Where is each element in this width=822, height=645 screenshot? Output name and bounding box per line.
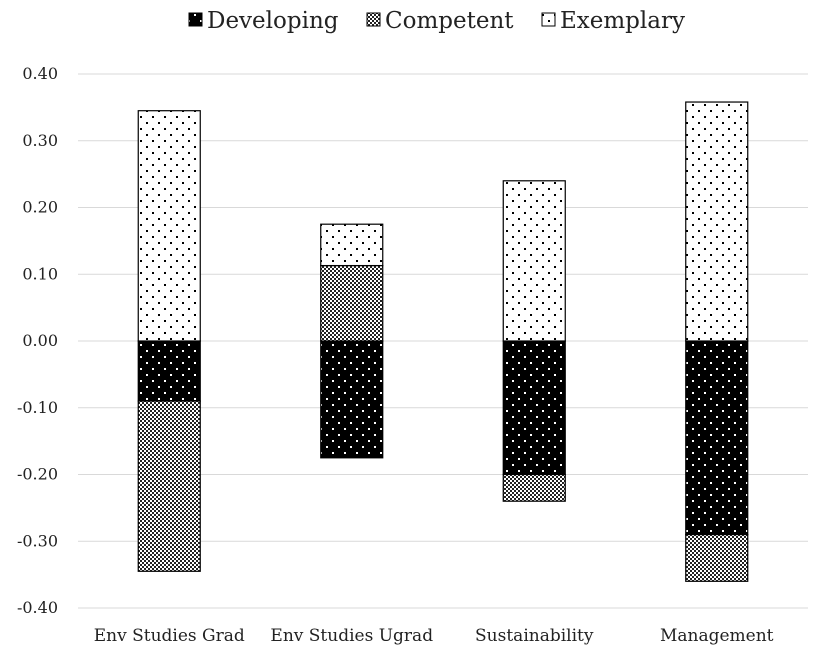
- y-tick-label: 0.10: [22, 264, 58, 283]
- bar-competent: [320, 264, 384, 342]
- y-tick-label: -0.20: [17, 465, 58, 484]
- y-tick-label: -0.10: [17, 398, 58, 417]
- bar-exemplary: [502, 180, 566, 342]
- legend-swatch-competent: [366, 12, 381, 27]
- legend-item-exemplary: Exemplary: [541, 8, 685, 34]
- x-category-label: Management: [660, 626, 774, 645]
- x-category-label: Env Studies Grad: [94, 626, 245, 645]
- bar-developing: [502, 340, 566, 476]
- legend-item-competent: Competent: [366, 8, 514, 34]
- legend-label-competent: Competent: [385, 8, 514, 34]
- y-tick-label: -0.30: [17, 531, 58, 550]
- bar-developing: [685, 340, 749, 536]
- bar-developing: [137, 340, 201, 402]
- bar-competent: [137, 400, 201, 572]
- y-tick-label: 0.20: [22, 198, 58, 217]
- legend-label-developing: Developing: [207, 8, 339, 34]
- bar-exemplary: [685, 101, 749, 342]
- legend-swatch-exemplary: [541, 12, 556, 27]
- legend-swatch-developing: [188, 12, 203, 27]
- bars: [137, 101, 749, 582]
- legend-item-developing: Developing: [188, 8, 339, 34]
- legend-label-exemplary: Exemplary: [560, 8, 685, 34]
- bar-exemplary: [137, 110, 201, 342]
- bar-competent: [502, 473, 566, 502]
- y-tick-label: -0.40: [17, 598, 58, 617]
- y-tick-label: 0.00: [22, 331, 58, 350]
- legend: Developing Competent Exemplary: [188, 8, 685, 34]
- x-axis-category-labels: Env Studies Grad Env Studies Ugrad Sustain…: [94, 626, 774, 645]
- x-category-label: Env Studies Ugrad: [270, 626, 433, 645]
- y-tick-label: 0.30: [22, 131, 58, 150]
- bar-competent: [685, 533, 749, 582]
- y-axis-tick-labels: 0.40 0.30 0.20 0.10 0.00 -0.10 -0.20 -0.30 -0.40: [17, 64, 58, 617]
- y-tick-label: 0.40: [22, 64, 58, 83]
- x-category-label: Sustainability: [475, 626, 594, 645]
- bar-developing: [320, 340, 384, 459]
- bar-exemplary: [320, 223, 384, 267]
